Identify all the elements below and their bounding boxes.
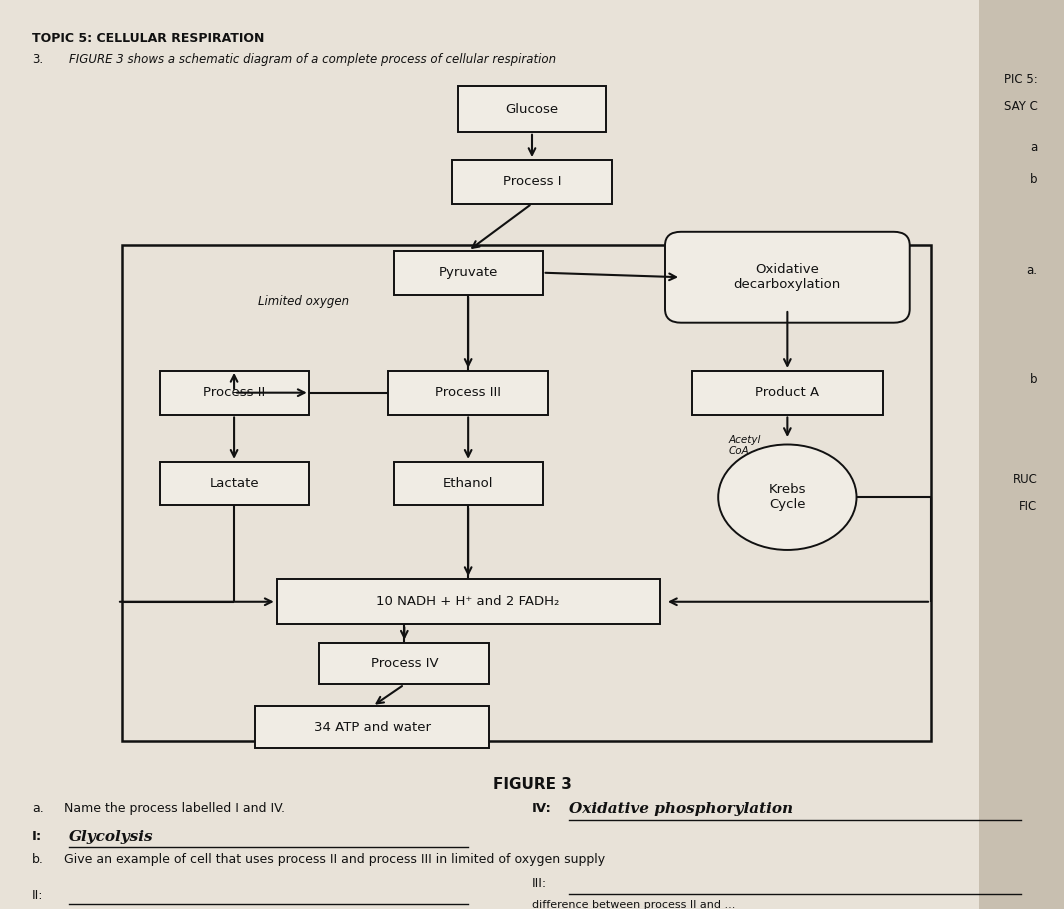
FancyBboxPatch shape <box>665 232 910 323</box>
Text: Ethanol: Ethanol <box>443 477 494 490</box>
Text: Limited oxygen: Limited oxygen <box>257 295 349 308</box>
FancyBboxPatch shape <box>692 371 883 415</box>
Text: IV:: IV: <box>532 802 552 814</box>
FancyBboxPatch shape <box>394 462 543 505</box>
Text: 34 ATP and water: 34 ATP and water <box>314 721 431 734</box>
Text: b: b <box>1030 373 1037 385</box>
FancyBboxPatch shape <box>255 706 489 748</box>
Text: Process II: Process II <box>203 386 265 399</box>
Text: 3.: 3. <box>32 53 43 65</box>
Text: RUC: RUC <box>1013 473 1037 485</box>
FancyBboxPatch shape <box>394 251 543 295</box>
FancyBboxPatch shape <box>160 371 309 415</box>
Text: Glycolysis: Glycolysis <box>69 830 154 844</box>
Text: Product A: Product A <box>755 386 819 399</box>
Text: Glucose: Glucose <box>505 103 559 115</box>
Text: Acetyl
CoA: Acetyl CoA <box>729 435 761 456</box>
Text: Name the process labelled I and IV.: Name the process labelled I and IV. <box>64 802 285 814</box>
Text: Pyruvate: Pyruvate <box>438 266 498 279</box>
Text: II:: II: <box>32 889 44 902</box>
FancyBboxPatch shape <box>319 643 489 684</box>
Text: Process III: Process III <box>435 386 501 399</box>
Text: 10 NADH + H⁺ and 2 FADH₂: 10 NADH + H⁺ and 2 FADH₂ <box>377 595 560 608</box>
FancyBboxPatch shape <box>160 462 309 505</box>
FancyBboxPatch shape <box>452 160 612 204</box>
Text: a.: a. <box>32 802 44 814</box>
FancyBboxPatch shape <box>277 579 660 624</box>
FancyBboxPatch shape <box>388 371 548 415</box>
Text: Krebs
Cycle: Krebs Cycle <box>768 484 807 511</box>
Text: Process I: Process I <box>503 175 561 188</box>
Text: Process IV: Process IV <box>370 657 438 670</box>
Text: PIC 5:: PIC 5: <box>1003 73 1037 85</box>
Text: TOPIC 5: CELLULAR RESPIRATION: TOPIC 5: CELLULAR RESPIRATION <box>32 32 264 45</box>
FancyBboxPatch shape <box>0 0 979 909</box>
Text: Lactate: Lactate <box>210 477 259 490</box>
Text: Oxidative
decarboxylation: Oxidative decarboxylation <box>734 264 841 291</box>
Text: FIGURE 3 shows a schematic diagram of a complete process of cellular respiration: FIGURE 3 shows a schematic diagram of a … <box>69 53 556 65</box>
Text: b.: b. <box>32 853 44 865</box>
Text: b: b <box>1030 173 1037 185</box>
Text: FIC: FIC <box>1019 500 1037 513</box>
Text: SAY C: SAY C <box>1003 100 1037 113</box>
Text: I:: I: <box>32 830 43 843</box>
Text: FIGURE 3: FIGURE 3 <box>493 777 571 793</box>
FancyBboxPatch shape <box>458 86 606 132</box>
Text: a.: a. <box>1027 264 1037 276</box>
Text: III:: III: <box>532 877 547 890</box>
Text: Oxidative phosphorylation: Oxidative phosphorylation <box>569 802 794 815</box>
Text: a: a <box>1030 141 1037 154</box>
Text: Give an example of cell that uses process II and process III in limited of oxyge: Give an example of cell that uses proces… <box>64 853 605 865</box>
Ellipse shape <box>718 445 857 550</box>
Text: difference between process II and ...: difference between process II and ... <box>532 900 735 909</box>
